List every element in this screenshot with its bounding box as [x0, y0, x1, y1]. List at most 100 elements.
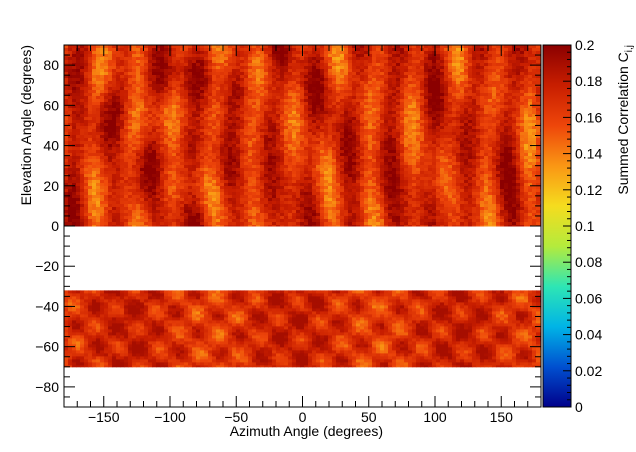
heatmap-cell	[272, 45, 277, 49]
heatmap-cell	[80, 138, 85, 142]
heatmap-cell	[272, 135, 277, 139]
heatmap-cell	[360, 168, 365, 172]
heatmap-cell	[140, 144, 145, 148]
heatmap-cell	[216, 102, 221, 106]
heatmap-cell	[112, 51, 117, 55]
heatmap-cell	[72, 123, 77, 127]
heatmap-cell	[108, 117, 113, 121]
heatmap-cell	[288, 147, 293, 151]
heatmap-cell	[116, 111, 121, 115]
heatmap-cell	[112, 162, 117, 166]
heatmap-cell	[116, 54, 121, 58]
heatmap-cell	[500, 72, 505, 76]
heatmap-cell	[356, 72, 361, 76]
heatmap-cell	[412, 54, 417, 58]
heatmap-cell	[68, 159, 73, 163]
heatmap-cell	[76, 60, 81, 64]
heatmap-cell	[332, 63, 337, 67]
heatmap-cell	[448, 66, 453, 70]
heatmap-cell	[460, 150, 465, 154]
heatmap-cell	[368, 138, 373, 142]
heatmap-cell	[244, 108, 249, 112]
heatmap-cell	[260, 75, 265, 79]
heatmap-cell	[396, 141, 401, 145]
heatmap-cell	[196, 123, 201, 127]
heatmap-cell	[292, 114, 297, 118]
heatmap-cell	[160, 132, 165, 136]
heatmap-cell	[240, 87, 245, 91]
heatmap-cell	[500, 108, 505, 112]
heatmap-cell	[388, 96, 393, 100]
heatmap-cell	[396, 108, 401, 112]
heatmap-cell	[504, 156, 509, 160]
heatmap-cell	[428, 147, 433, 151]
heatmap-cell	[284, 135, 289, 139]
heatmap-cell	[492, 147, 497, 151]
heatmap-cell	[340, 84, 345, 88]
heatmap-cell	[344, 48, 349, 52]
heatmap-cell	[164, 99, 169, 103]
heatmap-cell	[456, 78, 461, 82]
heatmap-cell	[88, 117, 93, 121]
heatmap-cell	[148, 120, 153, 124]
heatmap-cell	[456, 54, 461, 58]
heatmap-cell	[112, 96, 117, 100]
heatmap-cell	[472, 99, 477, 103]
heatmap-cell	[372, 54, 377, 58]
heatmap-cell	[108, 126, 113, 130]
heatmap-cell	[520, 159, 525, 163]
heatmap-cell	[412, 108, 417, 112]
heatmap-cell	[156, 105, 161, 109]
heatmap-cell	[380, 78, 385, 82]
heatmap-cell	[204, 123, 209, 127]
heatmap-cell	[424, 51, 429, 55]
heatmap-cell	[252, 69, 257, 73]
heatmap-cell	[76, 69, 81, 73]
heatmap-cell	[244, 51, 249, 55]
heatmap-cell	[300, 84, 305, 88]
heatmap-cell	[512, 135, 517, 139]
heatmap-cell	[384, 57, 389, 61]
heatmap-cell	[520, 108, 525, 112]
heatmap-cell	[472, 165, 477, 169]
heatmap-cell	[412, 162, 417, 166]
heatmap-cell	[416, 75, 421, 79]
heatmap-cell	[312, 159, 317, 163]
heatmap-cell	[216, 153, 221, 157]
heatmap-cell	[200, 138, 205, 142]
heatmap-cell	[516, 135, 521, 139]
heatmap-cell	[144, 78, 149, 82]
heatmap-cell	[452, 54, 457, 58]
heatmap-cell	[220, 144, 225, 148]
heatmap-cell	[224, 150, 229, 154]
heatmap-cell	[116, 165, 121, 169]
heatmap-cell	[156, 144, 161, 148]
heatmap-cell	[404, 87, 409, 91]
heatmap-cell	[192, 57, 197, 61]
heatmap-cell	[172, 48, 177, 52]
heatmap-cell	[516, 147, 521, 151]
heatmap-cell	[232, 147, 237, 151]
heatmap-cell	[412, 93, 417, 97]
heatmap-cell	[404, 51, 409, 55]
heatmap-cell	[216, 123, 221, 127]
heatmap-cell	[356, 153, 361, 157]
heatmap-cell	[100, 75, 105, 79]
heatmap-cell	[76, 159, 81, 163]
heatmap-cell	[436, 93, 441, 97]
heatmap-cell	[300, 147, 305, 151]
heatmap-cell	[400, 78, 405, 82]
heatmap-cell	[152, 90, 157, 94]
heatmap-cell	[260, 147, 265, 151]
heatmap-cell	[84, 96, 89, 100]
heatmap-cell	[284, 87, 289, 91]
heatmap-cell	[496, 153, 501, 157]
heatmap-cell	[428, 126, 433, 130]
heatmap-cell	[384, 147, 389, 151]
heatmap-cell	[408, 120, 413, 124]
heatmap-cell	[448, 162, 453, 166]
heatmap-cell	[368, 156, 373, 160]
heatmap-cell	[148, 54, 153, 58]
heatmap-cell	[336, 45, 341, 49]
heatmap-cell	[164, 144, 169, 148]
